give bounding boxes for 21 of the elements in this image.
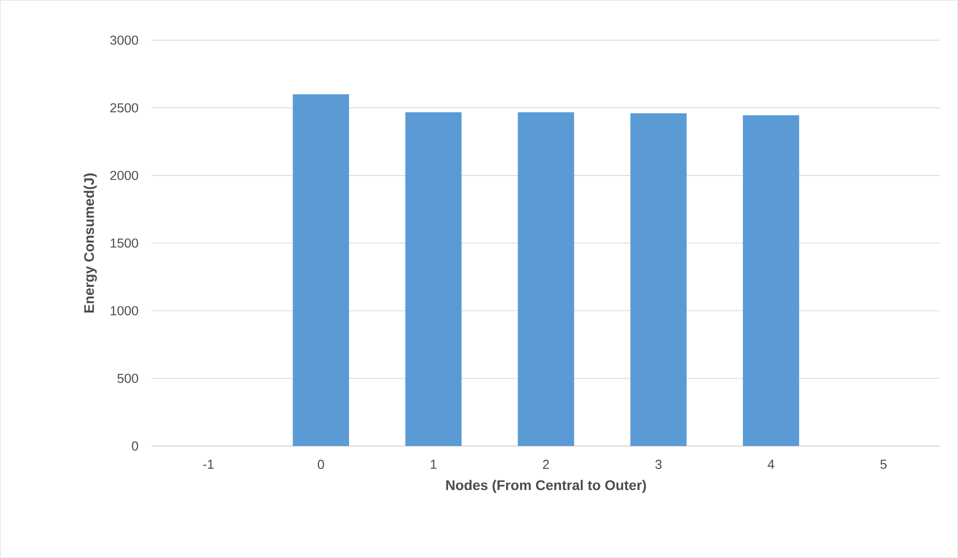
- y-tick-label: 2000: [110, 170, 138, 180]
- bar: [405, 112, 462, 446]
- bar: [518, 112, 574, 446]
- y-tick-label: 1500: [110, 238, 138, 248]
- y-axis-title: Energy Consumed(J): [84, 173, 97, 312]
- y-tick-label: 1000: [110, 306, 138, 316]
- x-tick-label: 0: [318, 460, 324, 469]
- bar: [292, 94, 350, 446]
- bar: [742, 115, 800, 446]
- y-tick-label: 3000: [110, 35, 138, 45]
- y-tick-label: 500: [117, 374, 138, 383]
- x-tick-label: 5: [880, 460, 887, 469]
- y-tick-label: 0: [132, 441, 138, 451]
- bar: [630, 113, 687, 446]
- y-tick-label: 2500: [110, 103, 138, 112]
- x-tick-label: 2: [543, 460, 549, 469]
- x-tick-label: 1: [430, 460, 436, 469]
- x-tick-label: 4: [768, 460, 774, 469]
- x-tick-label: -1: [203, 460, 214, 469]
- x-tick-label: 3: [655, 460, 662, 469]
- x-axis-title: Nodes (From Central to Outer): [446, 480, 646, 493]
